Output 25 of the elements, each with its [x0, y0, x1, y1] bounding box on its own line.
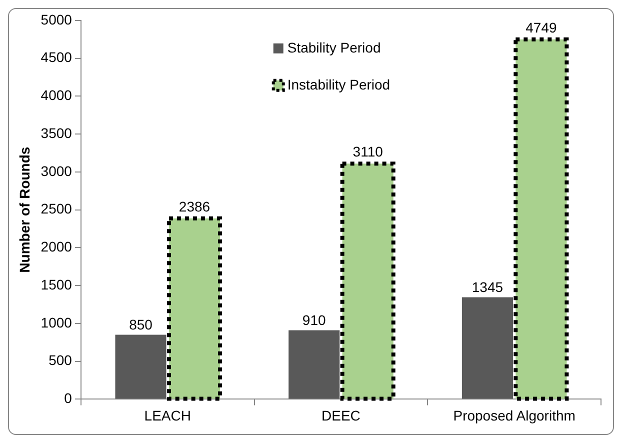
x-tick-label: LEACH: [144, 407, 191, 424]
y-tick-label: 2000: [40, 238, 72, 255]
y-tick-label: 4000: [40, 87, 72, 104]
y-tick-label: 5000: [40, 11, 72, 28]
data-label: 3110: [352, 143, 384, 160]
bar: [462, 297, 513, 399]
y-tick-label: 0: [64, 390, 72, 406]
y-tick-label: 3000: [40, 162, 72, 179]
data-label: 1345: [472, 279, 504, 296]
y-tick-label: 1000: [40, 314, 72, 330]
y-tick-label: 2500: [40, 200, 72, 217]
bar: [288, 330, 340, 399]
y-tick-label: 1500: [40, 276, 72, 292]
y-axis-title: Number of Rounds: [16, 146, 32, 273]
y-tick-label: 500: [48, 352, 72, 368]
x-tick-label: DEEC: [322, 407, 360, 424]
data-label: 2386: [178, 198, 210, 214]
data-label: 850: [129, 316, 153, 333]
x-tick-label: Proposed Algorithm: [453, 407, 576, 424]
data-label: 4749: [526, 19, 557, 36]
legend-label: Stability Period: [287, 39, 381, 56]
legend-label: Instability Period: [287, 76, 390, 92]
y-tick-label: 3500: [40, 124, 72, 141]
data-label: 910: [302, 312, 326, 328]
y-tick-label: 4500: [40, 49, 72, 66]
